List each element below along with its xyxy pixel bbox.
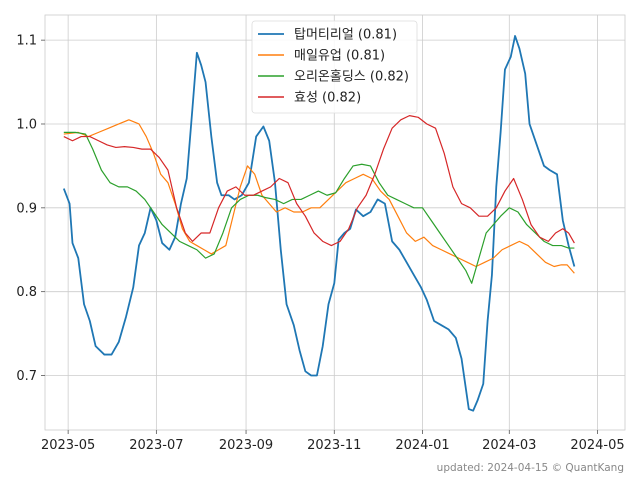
series-lines — [62, 35, 576, 412]
x-tick-label: 2024-03 — [482, 438, 536, 453]
y-tick-label: 0.8 — [16, 285, 37, 300]
x-tick-label: 2024-05 — [570, 438, 624, 453]
legend-label: 효성 (0.82) — [294, 91, 361, 106]
footer-credit: updated: 2024-04-15 © QuantKang — [437, 462, 624, 474]
legend-label: 탑머티리얼 (0.81) — [294, 28, 397, 43]
y-tick-label: 0.7 — [16, 369, 37, 384]
plot-frame — [44, 14, 626, 431]
series-line-3 — [63, 131, 575, 284]
x-tick-label: 2023-11 — [307, 438, 361, 453]
legend-label: 오리온홀딩스 (0.82) — [294, 70, 409, 85]
x-tick-label: 2023-05 — [41, 438, 95, 453]
y-tick-label: 1.0 — [16, 117, 37, 132]
series-line-4 — [63, 115, 575, 247]
series-line-2 — [63, 119, 575, 274]
y-tick-label: 0.9 — [16, 201, 37, 216]
legend-box — [251, 20, 418, 114]
x-tick-label: 2023-07 — [129, 438, 183, 453]
legend: 탑머티리얼 (0.81) 매일유업 (0.81) 오리온홀딩스 (0.82) 효성 (… — [251, 20, 418, 114]
x-tick-label: 2024-01 — [395, 438, 449, 453]
legend-label: 매일유업 (0.81) — [294, 49, 385, 64]
x-tick-label: 2023-09 — [219, 438, 273, 453]
y-axis: 0.7 0.8 0.9 1.0 1.1 — [16, 34, 45, 384]
x-axis: 2023-05 2023-07 2023-09 2023-11 2024-01 2024-… — [41, 430, 625, 453]
y-tick-label: 1.1 — [16, 34, 37, 49]
